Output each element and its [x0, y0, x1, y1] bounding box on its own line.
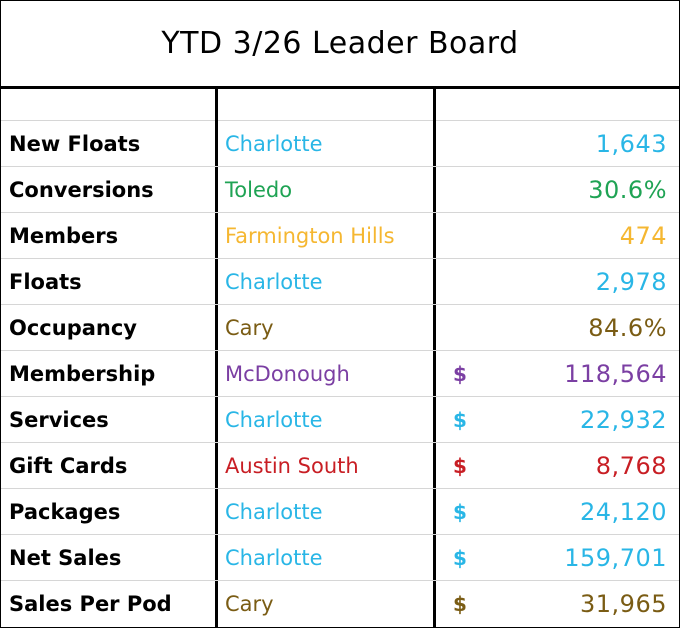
location-name: Toledo: [225, 178, 293, 202]
currency-symbol: [449, 213, 471, 259]
metric-label: New Floats: [9, 132, 141, 156]
metric-label: Sales Per Pod: [9, 592, 172, 616]
metric-value: 8,768: [595, 452, 667, 480]
metric-value: 31,965: [580, 590, 667, 618]
metric-label: Net Sales: [9, 546, 122, 570]
table-row: Floats Charlotte 2,978: [1, 259, 679, 305]
page-title: YTD 3/26 Leader Board: [161, 26, 519, 61]
column-divider-location: [215, 89, 218, 627]
grid-line: [1, 396, 679, 397]
location-name: Farmington Hills: [225, 224, 395, 248]
currency-symbol: [449, 259, 471, 305]
table-row: Gift Cards Austin South $8,768: [1, 443, 679, 489]
location-name: Charlotte: [225, 500, 323, 524]
currency-symbol: $: [453, 500, 467, 524]
metric-value: 2,978: [595, 268, 667, 296]
metric-label: Floats: [9, 270, 82, 294]
table-row: Members Farmington Hills 474: [1, 213, 679, 259]
metric-label: Occupancy: [9, 316, 137, 340]
currency-symbol: $: [453, 546, 467, 570]
currency-symbol: [449, 305, 471, 351]
location-name: Austin South: [225, 454, 359, 478]
metric-value: 159,701: [564, 544, 667, 572]
metric-value: 84.6%: [588, 314, 667, 342]
grid-line: [1, 534, 679, 535]
location-name: Cary: [225, 316, 274, 340]
leader-table: New Floats Charlotte 1,643 Conversions Toled…: [1, 121, 679, 627]
metric-value: 22,932: [580, 406, 667, 434]
location-name: Charlotte: [225, 132, 323, 156]
grid-line: [1, 580, 679, 581]
location-name: Charlotte: [225, 270, 323, 294]
currency-symbol: $: [453, 408, 467, 432]
grid-line: [1, 350, 679, 351]
metric-label: Conversions: [9, 178, 154, 202]
column-divider-value: [433, 89, 436, 627]
location-name: Cary: [225, 592, 274, 616]
grid-line: [1, 258, 679, 259]
table-row: New Floats Charlotte 1,643: [1, 121, 679, 167]
table-row: Net Sales Charlotte $159,701: [1, 535, 679, 581]
metric-value: 30.6%: [588, 176, 667, 204]
table-row: Sales Per Pod Cary $31,965: [1, 581, 679, 627]
location-name: Charlotte: [225, 408, 323, 432]
metric-label: Members: [9, 224, 119, 248]
grid-line: [1, 166, 679, 167]
grid-line: [1, 304, 679, 305]
metric-label: Gift Cards: [9, 454, 128, 478]
metric-value: 118,564: [564, 360, 667, 388]
grid-line: [1, 212, 679, 213]
metric-value: 474: [619, 222, 667, 250]
table-row: Packages Charlotte $24,120: [1, 489, 679, 535]
grid-line: [1, 120, 679, 121]
table-row: Occupancy Cary 84.6%: [1, 305, 679, 351]
table-row: Conversions Toledo 30.6%: [1, 167, 679, 213]
grid-line: [1, 488, 679, 489]
location-name: McDonough: [225, 362, 350, 386]
location-name: Charlotte: [225, 546, 323, 570]
currency-symbol: $: [453, 454, 467, 478]
table-row: Membership McDonough $118,564: [1, 351, 679, 397]
currency-symbol: $: [453, 362, 467, 386]
title-bar: YTD 3/26 Leader Board: [1, 1, 679, 89]
currency-symbol: [449, 121, 471, 167]
currency-symbol: $: [453, 592, 467, 616]
grid-line: [1, 442, 679, 443]
metric-value: 1,643: [595, 130, 667, 158]
metric-label: Packages: [9, 500, 121, 524]
table-row: Services Charlotte $22,932: [1, 397, 679, 443]
metric-value: 24,120: [580, 498, 667, 526]
metric-label: Membership: [9, 362, 156, 386]
currency-symbol: [449, 167, 471, 213]
metric-label: Services: [9, 408, 109, 432]
